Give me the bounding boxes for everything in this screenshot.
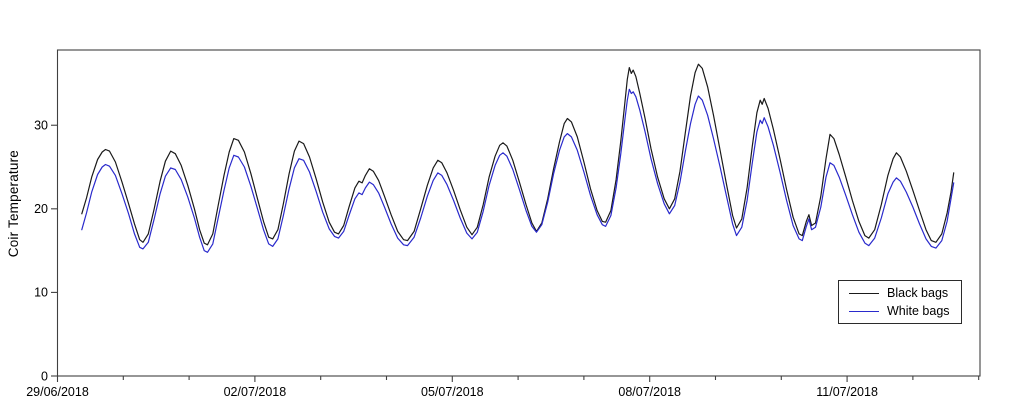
- x-tick-label: 29/06/2018: [26, 385, 89, 399]
- x-tick-label: 08/07/2018: [618, 385, 681, 399]
- x-tick-label: 02/07/2018: [224, 385, 287, 399]
- x-tick-label: 11/07/2018: [816, 385, 878, 399]
- y-tick-label: 0: [41, 369, 48, 383]
- y-axis-label: Coir Temperature: [6, 150, 21, 258]
- x-tick-label: 05/07/2018: [421, 385, 484, 399]
- legend-label-black-bags: Black bags: [887, 286, 949, 300]
- y-tick-label: 30: [34, 119, 48, 133]
- legend-label-white-bags: White bags: [887, 304, 950, 318]
- y-tick-label: 10: [34, 286, 48, 300]
- y-tick-label: 20: [34, 202, 48, 216]
- axis-box: [56, 49, 981, 377]
- white-line-swatch: [849, 310, 879, 312]
- black-line-swatch: [849, 292, 879, 294]
- legend-item-white-bags: White bags: [849, 304, 961, 319]
- legend: Black bags White bags: [838, 280, 962, 324]
- legend-item-black-bags: Black bags: [849, 286, 961, 301]
- series-line-black-bags: [81, 63, 955, 246]
- series-line-white-bags: [81, 88, 955, 253]
